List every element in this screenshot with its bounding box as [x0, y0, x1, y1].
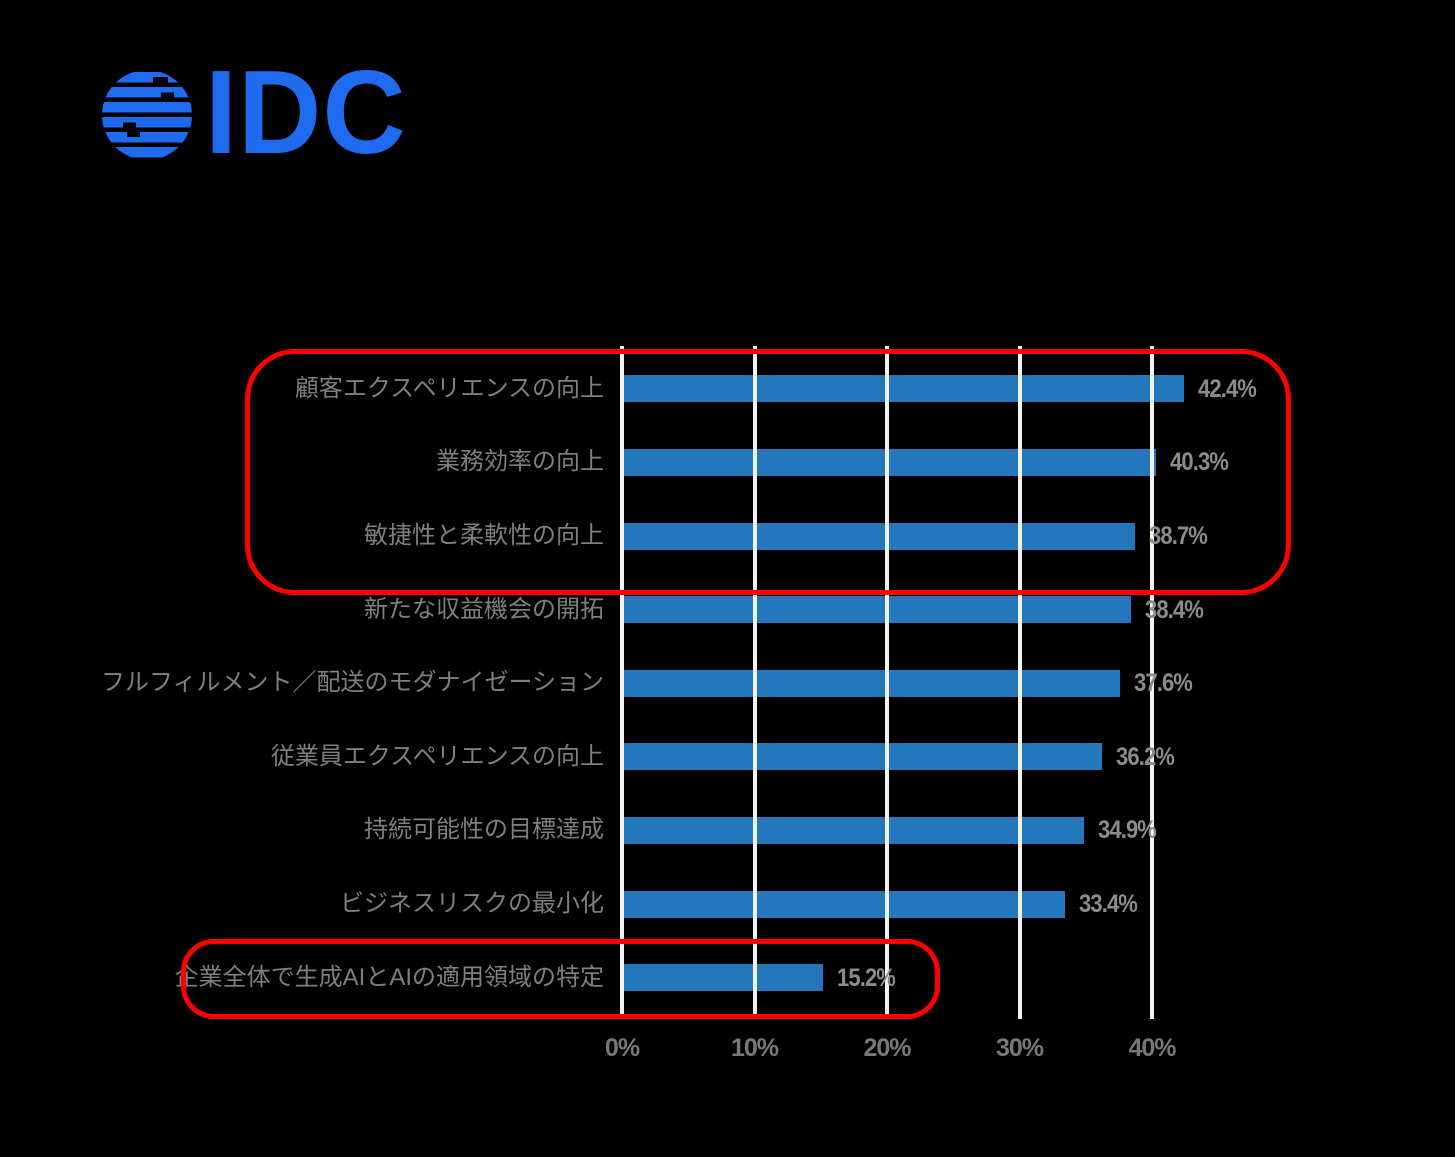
category-label: 敏捷性と柔軟性の向上 [364, 522, 604, 549]
bar [622, 890, 1065, 918]
x-axis-tick-label: 30% [995, 1034, 1044, 1062]
bar [622, 964, 824, 992]
category-label: 新たな収益機会の開拓 [364, 595, 604, 623]
gridline [885, 346, 889, 1019]
value-label: 37.6% [1134, 669, 1193, 698]
value-label: 38.7% [1148, 522, 1208, 550]
gridline [620, 346, 624, 1019]
value-label: 34.9% [1098, 816, 1157, 845]
value-label: 40.3% [1169, 448, 1229, 477]
value-label: 38.4% [1144, 595, 1204, 624]
value-label: 36.2% [1115, 742, 1175, 771]
gridline [1017, 346, 1022, 1019]
category-label: 顧客エクスペリエンスの向上 [294, 374, 604, 402]
highlight-box-top3-highlight [245, 349, 1291, 595]
gridline [1150, 346, 1154, 1019]
idc-logo: IDC [101, 46, 413, 179]
x-axis-tick-label: 20% [863, 1034, 911, 1062]
bar [622, 669, 1121, 697]
gridline [752, 346, 757, 1019]
x-axis-tick-label: 10% [730, 1034, 779, 1062]
x-axis-tick-label: 0% [604, 1034, 640, 1062]
bar [622, 743, 1102, 771]
category-label: フルフィルメント／配送のモダナイゼーション [100, 669, 604, 697]
bar [622, 816, 1085, 844]
idc-logo-text: IDC [205, 46, 407, 179]
category-label: ビジネスリスクの最小化 [340, 890, 604, 917]
bar [622, 375, 1184, 403]
idc-globe-icon [102, 72, 192, 158]
bar [622, 522, 1135, 550]
x-axis-tick-label: 40% [1128, 1034, 1176, 1062]
value-label: 33.4% [1078, 890, 1138, 918]
category-label: 従業員エクスペリエンスの向上 [270, 742, 604, 770]
value-label: 15.2% [837, 963, 896, 992]
category-label: 業務効率の向上 [436, 448, 604, 476]
highlight-box-genai-highlight [181, 939, 940, 1019]
bar [622, 596, 1131, 624]
category-label: 企業全体で生成AIとAIの適用領域の特定 [174, 963, 604, 991]
category-label: 持続可能性の目標達成 [364, 816, 604, 844]
